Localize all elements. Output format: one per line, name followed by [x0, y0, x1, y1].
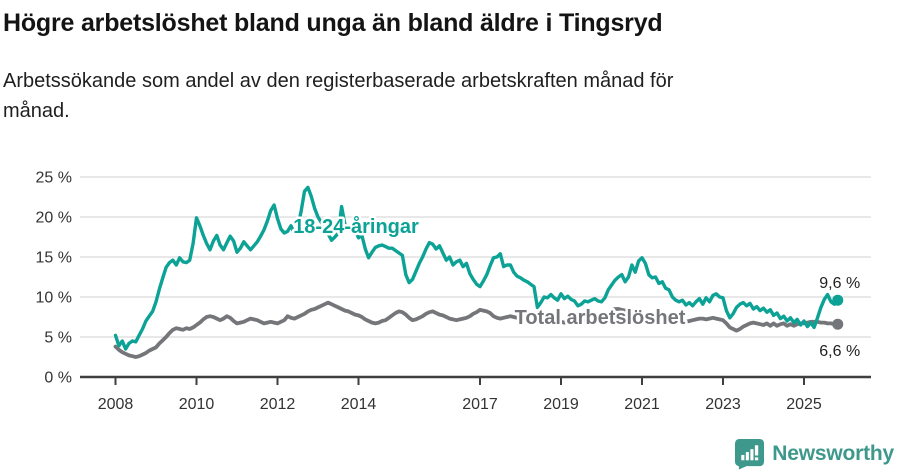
brand-name: Newsworthy	[772, 442, 894, 465]
series-line-total	[113, 300, 840, 359]
x-tick-label: 2014	[341, 396, 377, 413]
newsworthy-icon	[735, 438, 765, 470]
page-title: Högre arbetslöshet bland unga än bland ä…	[3, 9, 663, 37]
series-label-total: Total arbetslöshet	[515, 307, 686, 329]
y-tick-label: 25 %	[36, 170, 72, 187]
x-tick-label: 2010	[179, 396, 215, 413]
page-subtitle: Arbetssökande som andel av den registerb…	[3, 70, 674, 122]
x-tick-label: 2012	[260, 396, 296, 413]
y-tick-label: 0 %	[44, 370, 72, 387]
x-tick-label: 2021	[624, 396, 660, 413]
series-line-young	[113, 185, 840, 351]
x-tick-label: 2019	[543, 396, 579, 413]
newsworthy-logo[interactable]: Newsworthy	[734, 438, 894, 470]
y-tick-label: 5 %	[44, 330, 72, 347]
x-tick-label: 2017	[462, 396, 498, 413]
end-value-label-total: 6,6 %	[819, 343, 860, 360]
end-dot-young	[832, 294, 844, 306]
x-tick-label: 2025	[786, 396, 822, 413]
end-dot-total	[832, 318, 844, 330]
x-tick-label: 2008	[98, 396, 134, 413]
y-tick-label: 15 %	[36, 250, 72, 267]
end-value-label-young: 9,6 %	[819, 275, 860, 292]
y-tick-label: 10 %	[36, 290, 72, 307]
y-tick-label: 20 %	[36, 210, 72, 227]
series-label-young: 18-24-åringar	[293, 215, 419, 238]
x-tick-label: 2023	[705, 396, 741, 413]
